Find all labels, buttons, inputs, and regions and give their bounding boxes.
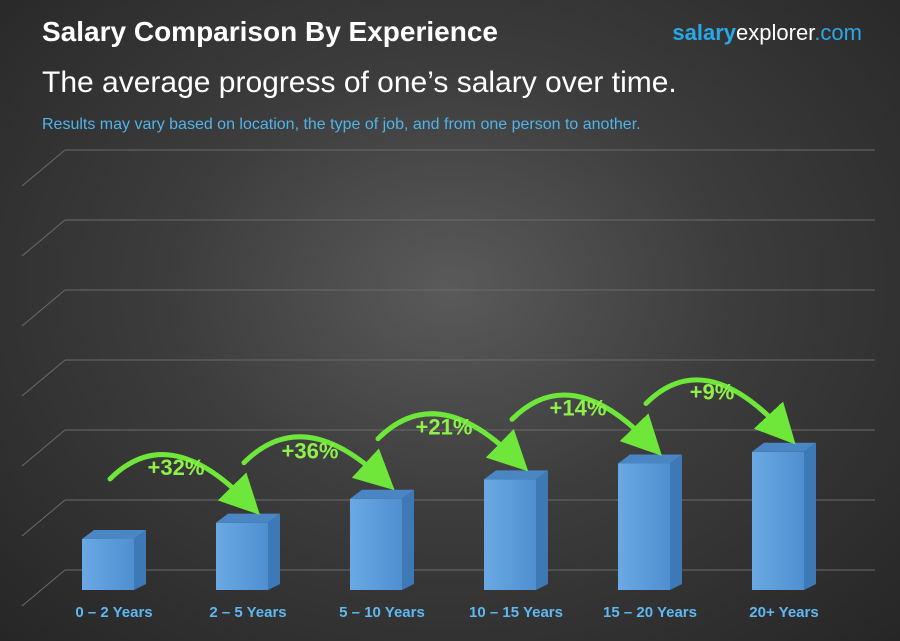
bar-side	[536, 470, 548, 590]
grid-lines	[21, 149, 875, 607]
bar-top	[216, 513, 280, 523]
grid-line-depth	[21, 569, 66, 607]
grid-line-depth	[21, 289, 66, 327]
increase-label: +32%	[148, 455, 205, 480]
grid-line-depth	[21, 219, 66, 257]
increase-label: +9%	[690, 380, 735, 405]
grid-line-depth	[21, 499, 66, 537]
bar	[216, 513, 280, 590]
bar	[484, 470, 548, 590]
increase-arrow	[375, 411, 529, 472]
increase-label: +36%	[282, 439, 339, 464]
bar-top	[350, 489, 414, 499]
chart-subtitle: The average progress of one’s salary ove…	[42, 66, 677, 99]
category-label: 15 – 20 Years	[603, 604, 697, 621]
bar-front	[216, 522, 268, 590]
bar-front	[484, 479, 536, 590]
increase-arrow	[509, 392, 662, 456]
brand-logo[interactable]: salaryexplorer.com	[672, 20, 862, 46]
bar-front	[350, 498, 402, 590]
bar	[752, 442, 816, 590]
category-label: 10 – 15 Years	[469, 604, 563, 621]
increase-arrows: +32% +36% +21% +14% +9%	[107, 377, 796, 515]
category-label: 20+ Years	[749, 604, 818, 621]
category-label: 2 – 5 Years	[209, 604, 286, 621]
category-label: 0 – 2 Years	[75, 604, 152, 621]
bar-top	[82, 530, 146, 539]
increase-arrow	[107, 452, 260, 515]
increase-arrow	[241, 434, 395, 491]
bar-front	[618, 463, 670, 590]
brand-part-explorer: explorer	[736, 20, 815, 45]
chart-title: Salary Comparison By Experience	[42, 16, 498, 47]
bar	[350, 489, 414, 590]
chart-note: Results may vary based on location, the …	[42, 116, 641, 133]
bar	[82, 530, 146, 590]
grid-line-depth	[21, 359, 66, 397]
bar	[618, 454, 682, 590]
bars	[82, 442, 816, 590]
grid-line-depth	[21, 429, 66, 467]
brand-part-com: .com	[814, 20, 862, 45]
bar-top	[484, 470, 548, 480]
bar-side	[268, 513, 280, 590]
bar-front	[752, 451, 804, 590]
grid-line-depth	[21, 149, 66, 187]
bar-side	[134, 530, 146, 590]
increase-label: +14%	[550, 395, 607, 420]
bar-side	[804, 442, 816, 590]
increase-label: +21%	[416, 415, 473, 440]
bar-side	[670, 454, 682, 590]
bar-side	[402, 489, 414, 590]
increase-arrow	[643, 377, 796, 445]
category-label: 5 – 10 Years	[339, 604, 425, 621]
bar-top	[752, 442, 816, 452]
category-labels: 0 – 2 Years 2 – 5 Years 5 – 10 Years 10 – 1…	[75, 604, 818, 621]
bar-top	[618, 454, 682, 464]
bar-front	[82, 539, 134, 590]
brand-part-salary: salary	[672, 20, 737, 45]
